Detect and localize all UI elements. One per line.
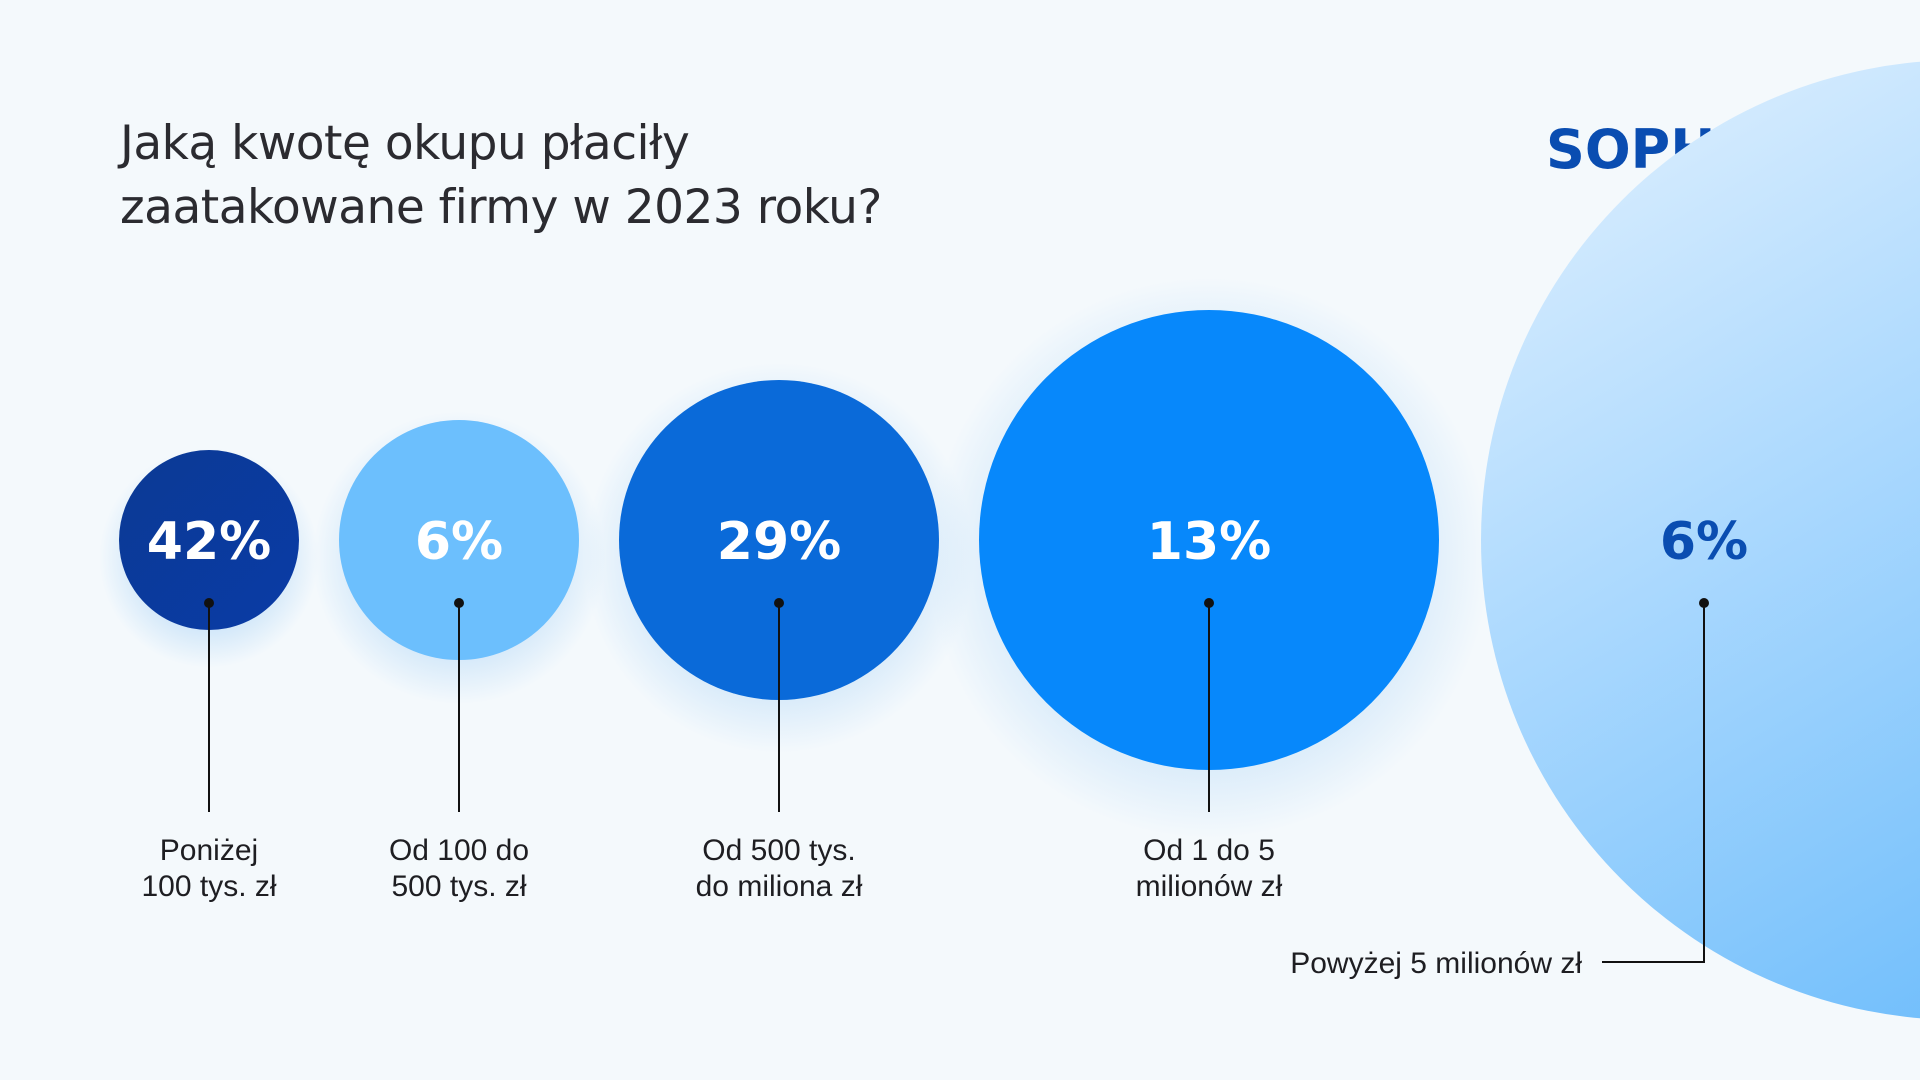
value-label-3: 29% [717, 512, 841, 572]
category-label-1-line-2: 100 tys. zł [141, 870, 276, 903]
value-label-1: 42% [147, 512, 271, 572]
category-label-5-line-1: Powyżej 5 milionów zł [1290, 947, 1582, 980]
bubble-3 [619, 380, 939, 700]
value-label-2: 6% [415, 512, 503, 572]
category-label-3-line-1: Od 500 tys. [702, 834, 855, 867]
bubble-4 [979, 310, 1439, 770]
bubble-2 [339, 420, 579, 660]
category-label-4-line-1: Od 1 do 5 [1143, 834, 1275, 867]
category-label-4-line-2: milionów zł [1136, 870, 1283, 903]
category-label-2-line-1: Od 100 do [389, 834, 529, 867]
bubble-5 [1481, 61, 1920, 1019]
value-label-4: 13% [1147, 512, 1271, 572]
leader-line-5 [1602, 603, 1705, 963]
value-label-5: 6% [1660, 512, 1748, 572]
category-label-3-line-2: do miliona zł [696, 870, 863, 903]
category-label-1-line-1: Poniżej [160, 834, 258, 867]
chart-title-line-1: Jaką kwotę okupu płaciły [120, 116, 690, 171]
chart-title: Jaką kwotę okupu płaciły zaatakowane fir… [120, 112, 882, 240]
category-label-2-line-2: 500 tys. zł [391, 870, 526, 903]
bubble-1 [119, 450, 299, 630]
chart-title-line-2: zaatakowane firmy w 2023 roku? [120, 180, 882, 235]
